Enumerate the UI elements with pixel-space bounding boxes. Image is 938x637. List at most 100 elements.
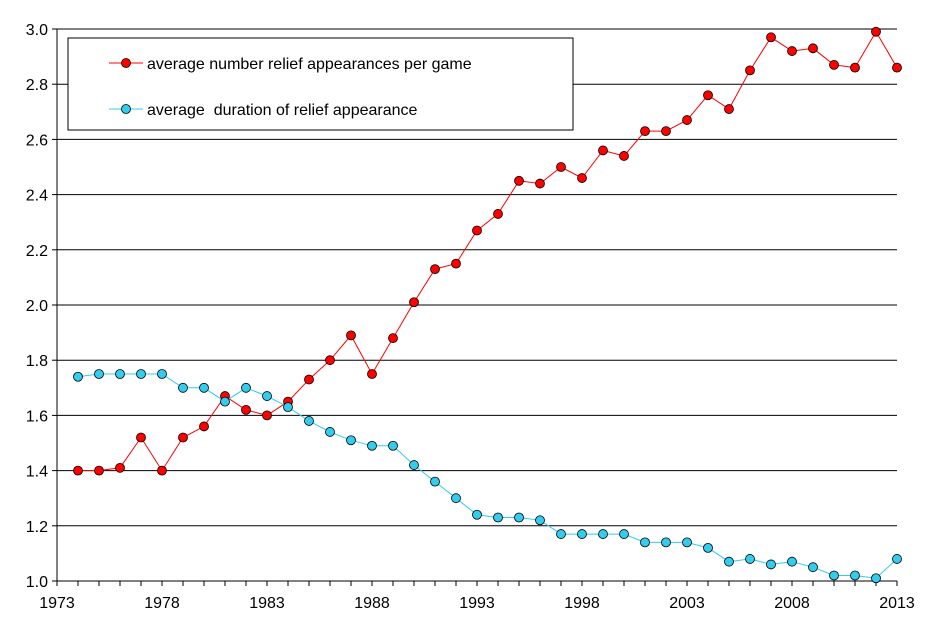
data-point [199, 382, 209, 393]
data-point [724, 556, 734, 567]
data-point [430, 476, 440, 487]
data-point [367, 440, 377, 451]
data-point [892, 554, 902, 564]
data-point [703, 90, 713, 101]
data-point [451, 258, 461, 269]
data-point [157, 369, 167, 379]
data-point [472, 225, 482, 236]
y-tick-label: 1.2 [26, 519, 48, 536]
data-point [682, 537, 692, 548]
data-point [556, 529, 566, 539]
data-point [262, 391, 272, 401]
y-tick-label: 2.6 [26, 132, 48, 149]
data-point [136, 369, 146, 379]
data-point [409, 297, 419, 308]
data-point [892, 62, 902, 73]
y-tick-label: 1.6 [26, 408, 48, 425]
data-point [871, 26, 881, 37]
data-point [325, 355, 335, 366]
data-point [661, 126, 671, 137]
x-tick-label: 2008 [774, 595, 810, 612]
data-point [493, 209, 503, 219]
data-point [388, 333, 398, 344]
x-tick-label: 1978 [144, 595, 180, 612]
x-tick-label: 1983 [249, 595, 285, 612]
legend-item: average duration of relief appearance [109, 102, 418, 119]
data-point [766, 559, 776, 570]
data-point [808, 562, 818, 573]
data-point [304, 374, 314, 385]
data-point [556, 162, 566, 172]
data-point [283, 402, 293, 413]
data-point [535, 178, 545, 189]
data-point [745, 554, 755, 564]
data-point [367, 369, 377, 379]
x-tick-label: 1988 [354, 595, 390, 612]
axes [52, 28, 898, 586]
data-point [640, 126, 650, 137]
y-tick-label: 1.4 [26, 464, 48, 481]
y-tick-label: 2.4 [26, 188, 48, 205]
data-point [136, 432, 146, 443]
data-point [346, 330, 356, 341]
x-tick-label: 1993 [459, 595, 495, 612]
series-line [78, 30, 898, 472]
data-point [577, 529, 587, 539]
data-point [262, 410, 272, 421]
data-point [619, 151, 629, 161]
data-point [535, 515, 545, 526]
data-point [871, 573, 881, 584]
data-point [220, 396, 230, 407]
data-point [703, 542, 713, 553]
data-point [850, 570, 860, 581]
y-tick-label: 2.0 [26, 298, 48, 315]
x-tick-label: 2013 [879, 595, 915, 612]
data-point [619, 529, 629, 539]
data-point [766, 32, 776, 43]
y-tick-label: 1.8 [26, 353, 48, 370]
series-group [73, 26, 902, 584]
data-point [577, 173, 587, 183]
y-tick-label: 3.0 [26, 22, 48, 39]
data-point [178, 382, 188, 393]
data-point [73, 371, 83, 382]
data-point [598, 145, 608, 156]
y-tick-label: 1.0 [26, 574, 48, 591]
data-point [430, 264, 440, 275]
y-axis-tick-labels: 1.0 1.2 1.4 1.6 1.8 2.0 2.2 2.4 2.6 2.8 3.0 [26, 22, 48, 591]
data-point [409, 460, 419, 470]
data-point [661, 537, 671, 548]
data-point [514, 175, 524, 186]
legend: average number relief appearances per ga… [67, 37, 574, 131]
data-point [199, 421, 209, 432]
legend-label: average number relief appearances per ga… [147, 56, 472, 73]
legend-item: average number relief appearances per ga… [109, 56, 472, 73]
legend-marker [121, 104, 131, 114]
data-point [73, 465, 83, 476]
x-tick-label: 2003 [669, 595, 705, 612]
data-point [346, 435, 356, 446]
data-point [388, 440, 398, 451]
data-point [640, 537, 650, 548]
data-point [157, 465, 167, 476]
data-point [451, 493, 461, 504]
data-point [178, 432, 188, 443]
y-tick-label: 2.8 [26, 77, 48, 94]
data-point [472, 509, 482, 520]
legend-marker [121, 58, 131, 68]
data-point [598, 529, 608, 539]
data-point [829, 59, 839, 70]
data-point [724, 104, 734, 114]
data-point [787, 556, 797, 567]
x-tick-label: 1973 [39, 595, 75, 612]
x-axis-tick-labels: 1973 1978 1983 1988 1993 1998 2003 2008 2013 [39, 595, 915, 612]
x-tick-label: 1998 [564, 595, 600, 612]
data-point [514, 512, 524, 523]
data-point [682, 115, 692, 125]
data-point [493, 512, 503, 523]
series-2 [73, 369, 902, 584]
data-point [304, 416, 314, 426]
legend-box [67, 37, 574, 131]
data-point [745, 65, 755, 76]
